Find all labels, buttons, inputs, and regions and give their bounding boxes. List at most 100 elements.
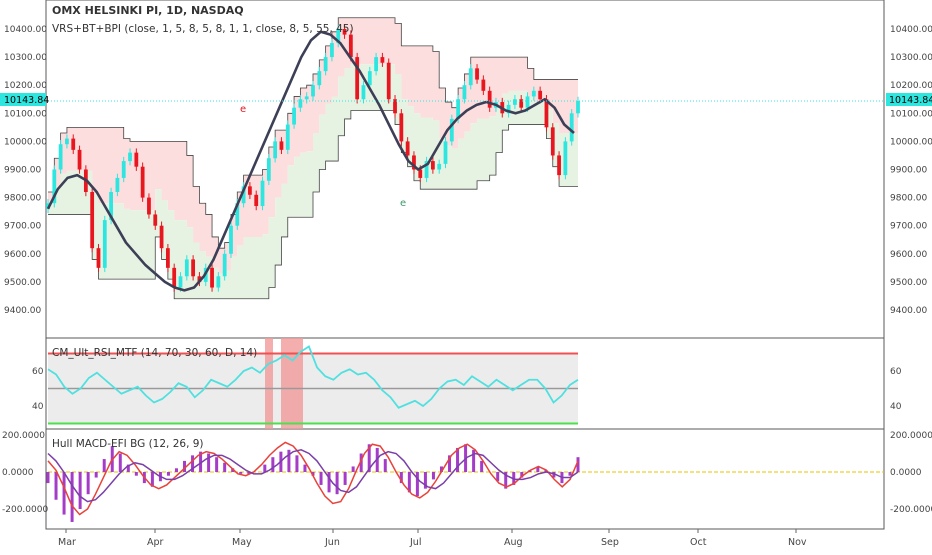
macd-hist-bar	[231, 468, 235, 472]
annotation-e-bottom: e	[400, 198, 406, 209]
x-tick-label: Aug	[504, 537, 523, 548]
price-tick-left: 10300.00	[4, 53, 47, 63]
macd-hist-bar	[343, 472, 347, 485]
band-upper-line	[48, 17, 578, 249]
candle-body	[153, 214, 158, 226]
macd-hist-bar	[247, 472, 251, 474]
macd-hist-bar	[126, 464, 130, 472]
macd-hist-bar	[472, 449, 476, 472]
x-tick-label: Jul	[409, 537, 421, 548]
x-tick-label: Jun	[324, 537, 340, 548]
macd-hist-bar	[199, 451, 203, 472]
candle-body	[58, 144, 63, 170]
candle-body	[430, 161, 435, 170]
candle-body	[210, 267, 214, 288]
candle-body	[254, 194, 259, 207]
price-tick-right: 9700.00	[890, 222, 927, 232]
candle-body	[178, 276, 183, 288]
price-tick-left: 10400.00	[4, 25, 47, 35]
rsi-highlight-2	[281, 338, 303, 429]
candle-body	[468, 68, 473, 86]
candle-body	[134, 152, 139, 167]
macd-slow-line	[47, 449, 579, 503]
candle-body	[576, 100, 580, 114]
macd-hist-bar	[78, 472, 82, 509]
macd-hist-bar	[271, 457, 275, 472]
x-tick-label: Oct	[690, 537, 707, 548]
macd-hist-bar	[207, 453, 211, 472]
candle-body	[273, 141, 278, 159]
macd-hist-bar	[54, 472, 58, 500]
candle-body	[147, 197, 151, 215]
macd-hist-bar	[431, 472, 435, 480]
price-label-right: 10143.84	[889, 95, 932, 106]
candle-body	[292, 107, 296, 125]
candle-body	[298, 99, 303, 108]
x-tick-label: Apr	[147, 537, 164, 548]
macd-tick-left: 0.0000	[2, 468, 34, 478]
candle-body	[348, 34, 353, 58]
macd-hist-bar	[295, 455, 299, 472]
macd-hist-bar	[166, 472, 170, 476]
macd-hist-bar	[544, 470, 548, 472]
candle-body	[550, 127, 555, 156]
price-tick-left: 9700.00	[4, 222, 41, 232]
candle-body	[197, 276, 202, 282]
macd-hist-bar	[215, 457, 219, 472]
candle-body	[525, 96, 530, 108]
candle-body	[481, 79, 486, 91]
macd-hist-bar	[46, 472, 50, 484]
candle-body	[216, 276, 221, 288]
candle-body	[412, 155, 416, 170]
candle-body	[393, 99, 397, 114]
candle-body	[165, 248, 170, 268]
candle-body	[90, 191, 95, 249]
macd-hist-bar	[118, 453, 122, 472]
candle-body	[557, 155, 561, 176]
candle-body	[279, 141, 284, 150]
candle-body	[531, 90, 536, 97]
candle-body	[96, 248, 101, 268]
ma-line	[46, 30, 575, 292]
macd-hist-bar	[520, 472, 524, 478]
macd-tick-right: -200.0000	[890, 505, 932, 515]
candle-body	[456, 99, 461, 119]
macd-hist-bar	[536, 466, 540, 472]
macd-hist-bar	[303, 464, 307, 472]
candle-body	[115, 177, 120, 192]
candle-body	[443, 141, 448, 164]
rsi-tick-left: 60	[32, 367, 44, 377]
candle-body	[374, 57, 378, 72]
macd-hist-bar	[423, 472, 427, 489]
macd-fast-line	[47, 441, 579, 516]
candle-body	[77, 149, 82, 170]
band-lower-line	[48, 110, 578, 300]
candle-body	[266, 158, 271, 181]
macd-hist-bar	[263, 464, 267, 472]
macd-hist-bar	[174, 468, 178, 472]
macd-hist-bar	[223, 462, 227, 472]
x-tick-label: May	[232, 537, 252, 548]
candle-body	[449, 118, 454, 142]
macd-hist-bar	[439, 466, 443, 472]
price-label-right-bg	[886, 93, 932, 106]
macd-hist-bar	[327, 472, 331, 493]
candle-body	[563, 141, 568, 176]
candle-body	[317, 71, 322, 86]
macd-hist-bar	[94, 472, 98, 478]
macd-hist-bar	[86, 472, 90, 495]
candle-body	[323, 57, 328, 72]
macd-hist-bar	[383, 459, 387, 472]
candle-body	[367, 71, 372, 86]
candle-body	[519, 99, 524, 108]
candle-body	[65, 138, 69, 145]
candle-body	[229, 225, 233, 254]
macd-hist-bar	[552, 472, 556, 478]
candle-body	[184, 259, 189, 277]
price-tick-right: 10000.00	[890, 137, 932, 147]
rsi-plot	[47, 338, 579, 429]
candle-body	[121, 161, 126, 178]
macd-hist-bar	[568, 472, 572, 476]
